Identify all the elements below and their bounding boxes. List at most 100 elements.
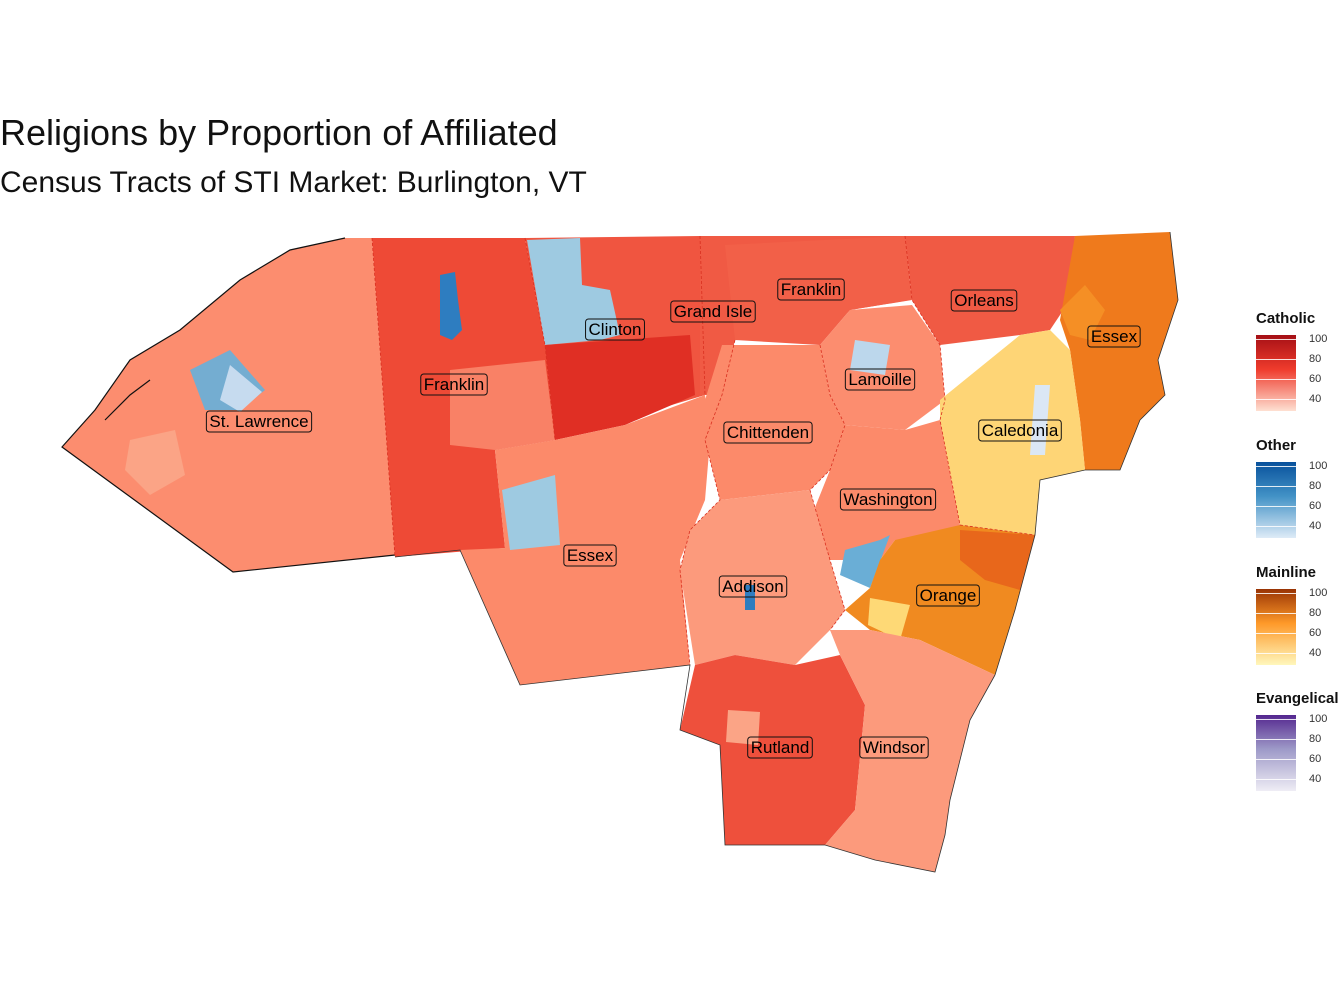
county-label-caledonia: Caledonia bbox=[978, 419, 1062, 442]
legend-tick-mark bbox=[1256, 779, 1296, 780]
tract-rutland-light bbox=[726, 710, 760, 745]
legend-tick-mark bbox=[1256, 359, 1296, 360]
legend-tick-label: 40 bbox=[1309, 393, 1322, 405]
svg-text:St. Lawrence: St. Lawrence bbox=[209, 412, 308, 431]
county-label-windsor: Windsor bbox=[859, 736, 929, 759]
legend-tick-label: 100 bbox=[1309, 333, 1328, 345]
county-label-clinton: Clinton bbox=[585, 318, 645, 341]
county-label-addison: Addison bbox=[718, 575, 788, 598]
legend-title: Mainline bbox=[1256, 564, 1317, 581]
tract-washington bbox=[810, 420, 960, 560]
tract-franklin-ny-other bbox=[440, 272, 462, 340]
county-label-lamoille: Lamoille bbox=[844, 368, 916, 391]
tract-rutland bbox=[680, 655, 865, 845]
legend-colorbar bbox=[1256, 589, 1296, 665]
svg-text:Franklin: Franklin bbox=[781, 280, 841, 299]
svg-text:Grand Isle: Grand Isle bbox=[674, 302, 752, 321]
county-label-st-lawrence: St. Lawrence bbox=[205, 410, 313, 433]
legend-tick-mark bbox=[1256, 466, 1296, 467]
legend-colorbar bbox=[1256, 335, 1296, 411]
legend-tick-mark bbox=[1256, 526, 1296, 527]
legend-catholic: Catholic 100 80 60 40 bbox=[1256, 310, 1327, 411]
county-label-rutland: Rutland bbox=[747, 736, 813, 759]
county-label-essex-ny: Essex bbox=[563, 544, 617, 567]
svg-text:Washington: Washington bbox=[843, 490, 932, 509]
legend-tick-label: 80 bbox=[1309, 733, 1322, 745]
county-labels: St. Lawrence Franklin Clinton Grand Isle Fra… bbox=[205, 278, 1141, 759]
legend-tick-mark bbox=[1256, 719, 1296, 720]
tract-clinton-other bbox=[527, 238, 620, 345]
legend-tick-label: 40 bbox=[1309, 773, 1322, 785]
tract-lamoille-other bbox=[850, 340, 890, 375]
tract-st-lawrence-light bbox=[125, 430, 185, 495]
legend-other: Other 100 80 60 40 bbox=[1256, 437, 1327, 538]
legend-tick-label: 80 bbox=[1309, 353, 1322, 365]
svg-text:Chittenden: Chittenden bbox=[727, 423, 809, 442]
tract-washington-other bbox=[840, 535, 890, 588]
legend-tick-label: 100 bbox=[1309, 460, 1328, 472]
legend-tick-mark bbox=[1256, 593, 1296, 594]
svg-text:Rutland: Rutland bbox=[751, 738, 810, 757]
chart-subtitle: Census Tracts of STI Market: Burlington,… bbox=[0, 166, 587, 199]
legend-title: Other bbox=[1256, 437, 1297, 454]
svg-text:Caledonia: Caledonia bbox=[982, 421, 1059, 440]
legend-tick-mark bbox=[1256, 339, 1296, 340]
legend-tick-label: 100 bbox=[1309, 713, 1328, 725]
legend-tick-mark bbox=[1256, 399, 1296, 400]
county-label-franklin-vt: Franklin bbox=[777, 278, 845, 301]
legend-tick-mark bbox=[1256, 759, 1296, 760]
legend-tick-label: 80 bbox=[1309, 607, 1322, 619]
tract-franklin-vt bbox=[725, 236, 912, 345]
legend-colorbar bbox=[1256, 462, 1296, 538]
legend-tick-label: 60 bbox=[1309, 627, 1322, 639]
county-label-grand-isle: Grand Isle bbox=[670, 300, 756, 323]
county-borders bbox=[371, 235, 1036, 666]
tract-addison bbox=[680, 490, 845, 665]
svg-text:Addison: Addison bbox=[722, 577, 783, 596]
svg-text:Essex: Essex bbox=[1091, 327, 1138, 346]
legend-tick-mark bbox=[1256, 653, 1296, 654]
legend-tick-mark bbox=[1256, 506, 1296, 507]
county-label-franklin-ny: Franklin bbox=[420, 373, 488, 396]
tract-orange-pale bbox=[868, 598, 910, 640]
legend-mainline: Mainline 100 80 60 40 bbox=[1256, 564, 1327, 665]
legend-tick-mark bbox=[1256, 613, 1296, 614]
county-label-orange: Orange bbox=[916, 584, 980, 607]
tract-caledonia bbox=[940, 330, 1085, 535]
tract-clinton-dark bbox=[545, 335, 695, 440]
svg-text:Windsor: Windsor bbox=[863, 738, 926, 757]
legend-tick-label: 40 bbox=[1309, 520, 1322, 532]
county-label-washington: Washington bbox=[839, 488, 937, 511]
legend-title: Evangelical bbox=[1256, 690, 1339, 707]
legend-tick-mark bbox=[1256, 486, 1296, 487]
svg-text:Orange: Orange bbox=[920, 586, 977, 605]
legend-tick-label: 100 bbox=[1309, 587, 1328, 599]
svg-text:Franklin: Franklin bbox=[424, 375, 484, 394]
legend-tick-mark bbox=[1256, 379, 1296, 380]
tract-polygons bbox=[62, 232, 1178, 872]
svg-text:Lamoille: Lamoille bbox=[848, 370, 911, 389]
tract-essex-ny-other bbox=[502, 475, 560, 550]
svg-text:Clinton: Clinton bbox=[589, 320, 642, 339]
county-label-essex-vt: Essex bbox=[1087, 325, 1141, 348]
svg-text:Essex: Essex bbox=[567, 546, 614, 565]
chart-title: Religions by Proportion of Affiliated bbox=[0, 112, 558, 153]
legend-evangelical: Evangelical 100 80 60 40 bbox=[1256, 690, 1339, 791]
legend-title: Catholic bbox=[1256, 310, 1316, 327]
tract-windsor bbox=[825, 630, 995, 872]
legend-tick-label: 60 bbox=[1309, 753, 1322, 765]
legend-tick-label: 80 bbox=[1309, 480, 1322, 492]
legend-tick-label: 60 bbox=[1309, 373, 1322, 385]
tract-orange-dark bbox=[960, 530, 1035, 590]
tract-st-lawrence-other-light bbox=[220, 365, 262, 412]
county-label-chittenden: Chittenden bbox=[723, 421, 813, 444]
tract-franklin-ny-light bbox=[450, 360, 555, 450]
map-coastline bbox=[61, 237, 396, 573]
legend-tick-label: 40 bbox=[1309, 647, 1322, 659]
county-label-orleans: Orleans bbox=[950, 289, 1018, 312]
outer-border bbox=[394, 231, 1179, 873]
legend-tick-mark bbox=[1256, 633, 1296, 634]
legend-tick-mark bbox=[1256, 739, 1296, 740]
legend-colorbar bbox=[1256, 715, 1296, 791]
